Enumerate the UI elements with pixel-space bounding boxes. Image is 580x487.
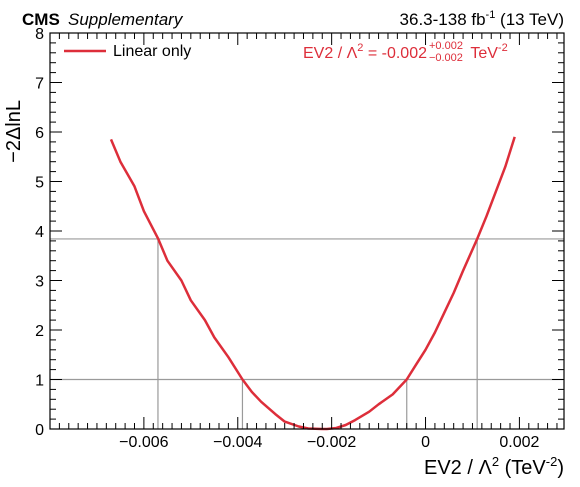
plot-frame [49,32,565,430]
x-tick-label-4: 0.002 [499,434,539,451]
x-tick-label-2: −0.002 [307,434,356,451]
y-tick-label-1: 1 [35,373,44,390]
x-axis-title-unit-sup: -2 [546,454,558,469]
best-fit-annotation: EV2 / Λ2 = -0.002 +0.002 −0.002 TeV-2 [303,40,508,64]
lumi-label: 36.3-138 fb-1 (13 TeV) [400,9,564,29]
y-tick-label-8: 8 [35,26,44,43]
x-axis-title-unit: (TeV [499,457,546,479]
y-tick-label-5: 5 [35,175,44,192]
y-axis-ticks: 0 1 2 3 4 5 6 7 8 [35,26,564,439]
y-tick-label-3: 3 [35,274,44,291]
x-axis-ticks: −0.006 −0.004 −0.002 0 0.002 [58,33,558,451]
legend-entry-linear-only: Linear only [113,43,191,60]
y-tick-label-7: 7 [35,76,44,93]
qualifier-label: Supplementary [68,10,184,29]
x-axis-title-main: EV2 / Λ [424,457,492,479]
experiment-label: CMS [22,10,60,29]
result-err-down: −0.002 [429,52,463,64]
y-tick-label-6: 6 [35,125,44,142]
x-axis-title: EV2 / Λ2 (TeV-2) [424,454,564,479]
y-tick-label-4: 4 [35,224,44,241]
y-tick-label-2: 2 [35,323,44,340]
y-axis-title: −2ΔlnL [3,100,25,163]
x-axis-title-close: ) [557,457,564,479]
lumi-suffix: (13 TeV) [495,10,564,29]
result-unit-exp: -2 [498,42,508,54]
x-axis-title-sup: 2 [492,454,499,469]
result-value: = -0.002 [363,45,427,62]
result-prefix-exp: 2 [357,42,363,54]
lumi-prefix: 36.3-138 fb [400,10,486,29]
y-tick-label-0: 0 [35,422,44,439]
x-tick-label-1: −0.004 [213,434,262,451]
legend: Linear only [64,43,191,60]
lumi-exponent: -1 [486,9,496,21]
x-tick-label-0: −0.006 [119,434,168,451]
result-unit: TeV [466,45,498,62]
result-prefix: EV2 / Λ [303,45,358,62]
x-tick-label-3: 0 [421,434,430,451]
result-err-up: +0.002 [429,40,463,52]
